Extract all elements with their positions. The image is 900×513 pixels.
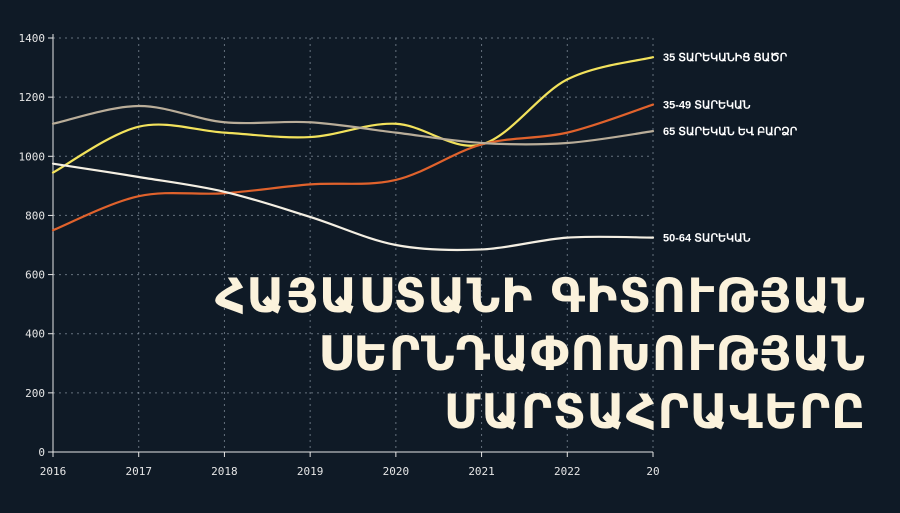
x-tick-label: 2017 [125,465,152,478]
y-tick-label: 800 [25,209,45,222]
series-label-1: 35 ՏԱՐԵԿԱՆԻՑ ՑԱԾՐ [663,52,788,64]
series-line-4 [51,162,655,252]
y-tick-label: 1400 [19,32,46,45]
series-label-2: 35-49 ՏԱՐԵԿԱՆ [663,100,751,112]
series-line-1 [51,56,655,174]
x-tick-label: 2019 [297,465,324,478]
x-tick-label: 2016 [40,465,67,478]
y-tick-label: 200 [25,387,45,400]
series-line-3 [51,104,655,146]
chart-grid [53,37,654,452]
headline-line-2: ՍԵՐՆԴԱՓՈԽՈՒԹՅԱՆ [318,327,866,382]
series-labels: 35 ՏԱՐԵԿԱՆԻՑ ՑԱԾՐ 35-49 ՏԱՐԵԿԱՆ 65 ՏԱՐԵԿԱՆ… [663,52,798,244]
y-tick-label: 600 [25,269,45,282]
headline: ՀԱՅԱՍՏԱՆԻ ԳԻՏՈՒԹՅԱՆ ՍԵՐՆԴԱՓՈԽՈՒԹՅԱՆ ՄԱՐՏ… [215,268,866,442]
x-tick-label: 2020 [383,465,410,478]
y-tick-label: 1000 [19,150,46,163]
y-tick-label: 0 [38,446,45,459]
headline-line-3: ՄԱՐՏԱՀՐԱՎԵՐԸ [443,385,866,440]
x-tick-label: 20 [646,465,659,478]
chart-series-lines [51,56,655,252]
x-tick-label: 2021 [468,465,495,478]
series-label-4: 50-64 ՏԱՐԵԿԱՆ [663,233,751,245]
x-tick-label: 2018 [211,465,238,478]
chart-axes: 0 200 400 600 800 1000 1200 1400 2016 2017 2018 201… [19,32,660,478]
y-tick-label: 400 [25,328,45,341]
y-tick-label: 1200 [19,91,46,104]
x-tick-label: 2022 [554,465,581,478]
series-label-3: 65 ՏԱՐԵԿԱՆ ԵՎ ԲԱՐՁՐ [663,126,798,138]
headline-line-1: ՀԱՅԱՍՏԱՆԻ ԳԻՏՈՒԹՅԱՆ [214,269,866,324]
series-line-2 [51,103,655,232]
